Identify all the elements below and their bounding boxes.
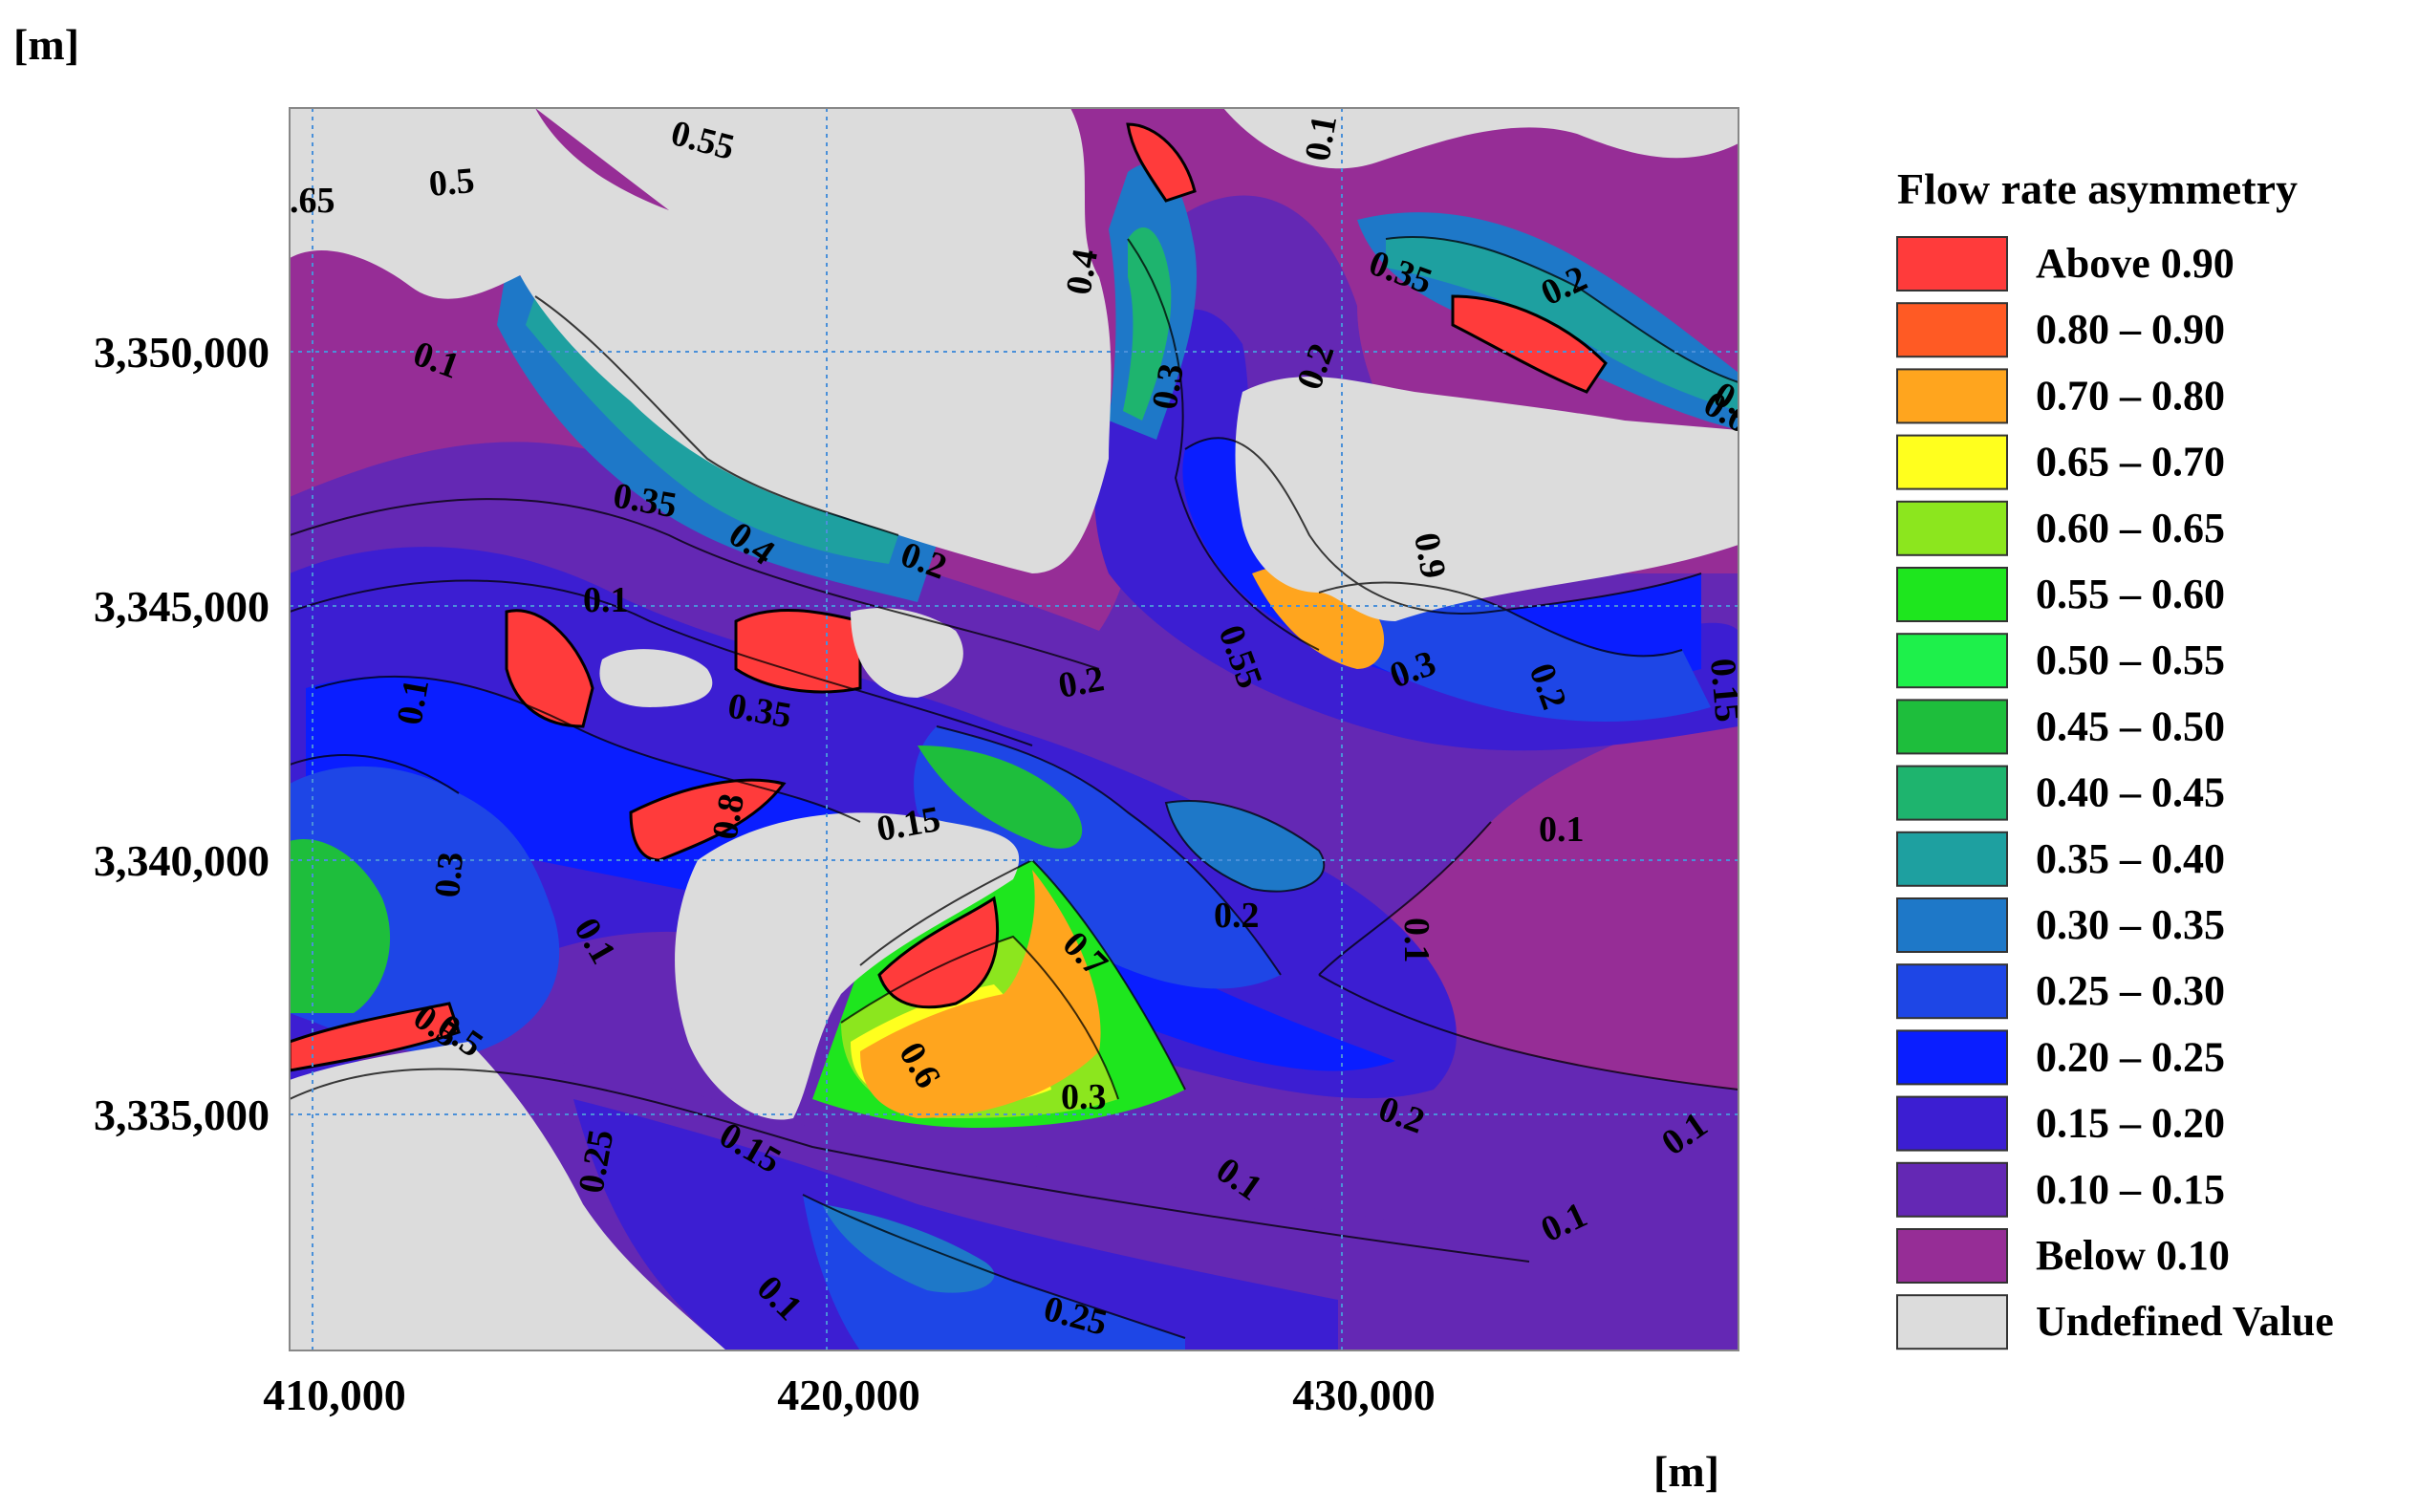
hotspot-2 bbox=[734, 608, 862, 694]
legend-label: 0.10 – 0.15 bbox=[2036, 1166, 2225, 1213]
legend-swatch bbox=[1896, 1228, 2008, 1284]
legend-swatch bbox=[1896, 897, 2008, 953]
y-tick-label: 3,345,000 bbox=[94, 582, 270, 631]
contour-label: 0.1 bbox=[1539, 810, 1585, 850]
land-west-strip bbox=[290, 153, 344, 210]
band-045-050-b bbox=[918, 745, 1083, 849]
contour-label: 0.15 bbox=[1702, 657, 1748, 724]
hotspot-6 bbox=[1451, 294, 1608, 394]
band-040-045 bbox=[1123, 227, 1172, 421]
band-015-020-c bbox=[573, 1099, 1338, 1350]
legend-swatch bbox=[1896, 500, 2008, 556]
y-axis-ticks: 3,350,000 3,345,000 3,340,000 3,335,000 bbox=[94, 328, 270, 1139]
contour-label: 0.1 bbox=[390, 676, 438, 727]
y-unit-label: [m] bbox=[13, 20, 79, 69]
band-030-035-e bbox=[822, 1204, 995, 1293]
contour-label: 0.2 bbox=[1055, 659, 1107, 706]
contour-label: 0.4 bbox=[1059, 246, 1107, 297]
hotspot-4 bbox=[290, 1002, 461, 1072]
contour-label: 0.3 bbox=[1061, 1077, 1107, 1117]
contour-label: 0.9 bbox=[1406, 529, 1454, 581]
legend-swatch bbox=[1896, 699, 2008, 755]
grid-lines bbox=[290, 108, 1739, 1350]
band-035-040-b bbox=[1386, 237, 1739, 411]
land-south-west bbox=[290, 1042, 726, 1350]
x-unit-label: [m] bbox=[1653, 1447, 1719, 1496]
legend-swatch bbox=[1896, 963, 2008, 1020]
contour-label: 0.3 bbox=[427, 851, 471, 899]
legend-label: Above 0.90 bbox=[2036, 240, 2235, 287]
legend-swatch bbox=[1896, 831, 2008, 887]
legend-label: 0.65 – 0.70 bbox=[2036, 439, 2225, 486]
legend-swatch bbox=[1896, 1294, 2008, 1350]
legend-swatch bbox=[1896, 434, 2008, 490]
legend: Flow rate asymmetry Above 0.90 0.80 – 0.9… bbox=[1896, 164, 2334, 1350]
band-025-030-d bbox=[803, 1195, 1185, 1350]
band-030-035-d bbox=[1166, 801, 1325, 892]
contour-label: 0.2 bbox=[1214, 896, 1260, 936]
band-070-080 bbox=[860, 870, 1101, 1118]
legend-swatch bbox=[1896, 633, 2008, 689]
contour-label: 0.1 bbox=[1396, 918, 1436, 963]
legend-swatch bbox=[1896, 1029, 2008, 1086]
legend-label: 0.20 – 0.25 bbox=[2036, 1033, 2225, 1080]
contour-label: .65 bbox=[290, 181, 335, 221]
hotspot-1 bbox=[505, 609, 594, 728]
legend-swatch bbox=[1896, 368, 2008, 424]
legend-label: 0.50 – 0.55 bbox=[2036, 637, 2225, 683]
legend-label: Undefined Value bbox=[2036, 1298, 2334, 1345]
land-south-island bbox=[675, 812, 1020, 1120]
band-045-050 bbox=[290, 839, 391, 1013]
legend-label: 0.40 – 0.45 bbox=[2036, 769, 2225, 816]
legend-label: 0.15 – 0.20 bbox=[2036, 1100, 2225, 1147]
legend-swatch bbox=[1896, 1095, 2008, 1152]
land-north-center bbox=[516, 108, 1112, 573]
y-tick-label: 3,335,000 bbox=[94, 1091, 270, 1139]
legend-label: 0.35 – 0.40 bbox=[2036, 835, 2225, 882]
legend-label: 0.30 – 0.35 bbox=[2036, 901, 2225, 948]
y-tick-label: 3,340,000 bbox=[94, 836, 270, 885]
land-north-east bbox=[1223, 108, 1739, 169]
contour-label: 0.8 bbox=[705, 790, 753, 842]
legend-label: 0.45 – 0.50 bbox=[2036, 702, 2225, 749]
land-small-island bbox=[599, 649, 713, 707]
legend-label: 0.80 – 0.90 bbox=[2036, 306, 2225, 353]
x-tick-label: 420,000 bbox=[777, 1371, 920, 1419]
land-center-island bbox=[851, 608, 963, 698]
legend-label: 0.60 – 0.65 bbox=[2036, 505, 2225, 551]
legend-swatch bbox=[1896, 302, 2008, 358]
y-tick-label: 3,350,000 bbox=[94, 328, 270, 377]
undefined-areas bbox=[290, 108, 1739, 1350]
x-tick-label: 430,000 bbox=[1292, 1371, 1436, 1419]
hotspot-3 bbox=[629, 778, 787, 862]
legend-label: 0.55 – 0.60 bbox=[2036, 571, 2225, 617]
hotspot-7 bbox=[1126, 122, 1197, 203]
hotspot-5 bbox=[877, 896, 1000, 1009]
legend-swatch bbox=[1896, 1161, 2008, 1218]
contour-label: 0.1 bbox=[1298, 112, 1346, 163]
contour-label: 0.3 bbox=[1145, 360, 1193, 412]
legend-swatch bbox=[1896, 236, 2008, 292]
legend-swatch bbox=[1896, 765, 2008, 821]
band-025-030-c bbox=[1319, 582, 1711, 722]
map-plot-area: 0.55 0.5 .65 0.1 0.4 0.3 0.35 0.2 0.6 0.… bbox=[290, 108, 1748, 1350]
contour-label: 0.1 bbox=[583, 580, 629, 620]
legend-label: Below 0.10 bbox=[2036, 1232, 2230, 1279]
land-east-bay bbox=[1235, 377, 1739, 621]
contour-label: 0.5 bbox=[427, 161, 476, 205]
x-axis-ticks: 410,000 420,000 430,000 bbox=[263, 1371, 1436, 1419]
x-tick-label: 410,000 bbox=[263, 1371, 406, 1419]
legend-items: Above 0.90 0.80 – 0.90 0.70 – 0.80 0.65 – 0… bbox=[1896, 236, 2334, 1350]
legend-swatch bbox=[1896, 567, 2008, 622]
legend-label: 0.25 – 0.30 bbox=[2036, 967, 2225, 1014]
plot-frame bbox=[289, 107, 1739, 1351]
legend-title: Flow rate asymmetry bbox=[1897, 164, 2298, 213]
band-015-020-b bbox=[1094, 309, 1739, 751]
legend-label: 0.70 – 0.80 bbox=[2036, 372, 2225, 419]
